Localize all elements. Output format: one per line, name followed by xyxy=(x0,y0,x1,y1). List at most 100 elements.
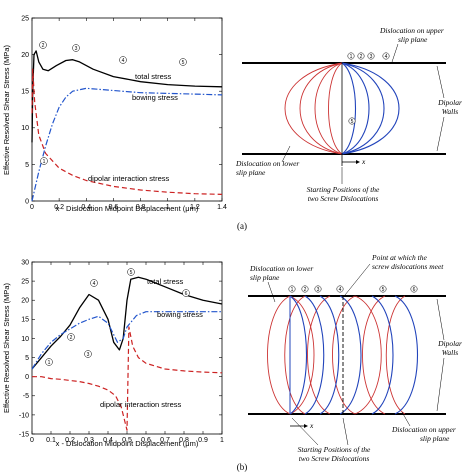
schematic-b-blue-dislocations xyxy=(289,295,418,415)
chart-a-marker-4: 4 xyxy=(122,58,125,64)
chart-a-markers: 2 3 4 5 1 xyxy=(39,41,187,165)
chart-a-ytick-label: 15 xyxy=(21,89,29,96)
schematic-a-upper-dislocations xyxy=(341,62,400,155)
schematic-b-upper-label-1: Dislocation on upper xyxy=(391,425,456,434)
caption-a: (a) xyxy=(237,221,247,231)
schematic-b-lower-label-1: Dislocation on lower xyxy=(249,264,313,273)
chart-b-series-dipolar-interaction-stress xyxy=(32,326,223,431)
schematic-a-upper-label-2: slip plane xyxy=(398,35,428,44)
schematic-a-lower-label-1: Dislocation on lower xyxy=(235,159,299,168)
chart-b-xlabel: x - Dislocation Midpoint Displacement (μ… xyxy=(56,439,199,448)
schematic-a-upper-label-1: Dislocation on upper xyxy=(379,26,444,35)
chart-b-ytick-label: 20 xyxy=(21,298,29,305)
svg-text:5: 5 xyxy=(351,119,354,125)
chart-b-xtick-label: 0.1 xyxy=(46,437,56,444)
chart-b-ytick-label: 5 xyxy=(25,355,29,362)
chart-b-xtick-label: 0.8 xyxy=(179,437,189,444)
svg-text:5: 5 xyxy=(382,287,385,293)
schematic-a-start-label-1: Starting Positions of the xyxy=(307,185,380,194)
schematic-b-x-label: x xyxy=(309,421,314,430)
chart-b-ytick-label: 10 xyxy=(21,336,29,343)
schematic-b: x 1 2 3 4 5 6 Dislocation on lower slip … xyxy=(248,253,462,463)
chart-a-xtick-label: 0.8 xyxy=(136,204,146,211)
svg-text:1: 1 xyxy=(48,360,51,366)
schematic-b-meet-label-2: screw dislocations meet xyxy=(372,262,444,271)
chart-b-ytick-label: 25 xyxy=(21,279,29,286)
chart-a-xtick-label: 1.4 xyxy=(217,204,227,211)
schematic-b-red-dislocations xyxy=(267,295,406,415)
chart-b-xtick-label: 0.9 xyxy=(198,437,208,444)
chart-b-ytick-label: -15 xyxy=(19,431,29,438)
chart-a-series-bowing-stress xyxy=(31,87,223,202)
chart-b-series-bowing-stress xyxy=(31,311,222,370)
svg-text:3: 3 xyxy=(87,352,90,358)
chart-a-label-dipolar: dipolar interaction stress xyxy=(88,174,170,183)
chart-a-label-bowing: bowing stress xyxy=(132,93,178,102)
chart-b-xtick-label: 0.2 xyxy=(65,437,75,444)
svg-text:5: 5 xyxy=(130,270,133,276)
chart-a-xlabel: x - Dislocation Midpoint Displacement (μ… xyxy=(56,204,199,213)
chart-a-marker-1: 1 xyxy=(43,159,46,165)
chart-a-xtick-label: 1 xyxy=(166,204,170,211)
schematic-a-walls-label-1: Dipolar xyxy=(437,98,462,107)
chart-a-xtick-label: 0.4 xyxy=(81,204,91,211)
schematic-a-walls-label-2: Walls xyxy=(442,107,458,116)
chart-a-marker-3: 3 xyxy=(75,46,78,52)
schematic-b-lower-label-2: slip plane xyxy=(250,273,280,282)
caption-b: (b) xyxy=(237,462,248,472)
chart-a-ylabel: Effective Resolved Shear Stress (MPa) xyxy=(2,45,11,175)
chart-b-markers: 1 2 3 4 5 6 xyxy=(45,268,190,366)
chart-b-label-dipolar: dipolar interaction stress xyxy=(100,400,182,409)
schematic-a-markers: 1 2 3 4 5 xyxy=(347,52,390,125)
chart-a-ytick-label: 0 xyxy=(25,198,29,205)
chart-a-marker-5: 5 xyxy=(182,60,185,66)
schematic-a-x-label: x xyxy=(361,157,366,166)
chart-b-xtick-label: 1 xyxy=(220,437,224,444)
chart-b-ytick-label: -5 xyxy=(23,393,29,400)
chart-a-xtick-label: 1.2 xyxy=(190,204,200,211)
chart-a-xtick-label: 0.6 xyxy=(109,204,119,211)
chart-a-ytick-label: 10 xyxy=(21,125,29,132)
chart-a-ytick-label: 20 xyxy=(21,52,29,59)
svg-text:1: 1 xyxy=(291,287,294,293)
chart-b-label-total: total stress xyxy=(147,277,184,286)
chart-b-xtick-label: 0 xyxy=(30,437,34,444)
svg-text:4: 4 xyxy=(93,281,96,287)
chart-a-series-total-stress xyxy=(31,50,223,143)
svg-text:4: 4 xyxy=(385,54,388,60)
schematic-a: x 1 2 3 4 5 Dislocation on upper slip pl… xyxy=(235,26,462,203)
schematic-b-start-label-2: two Screw Dislocations xyxy=(299,454,370,463)
chart-b: 0 0.1 0.2 0.3 0.4 0.5 0.6 0.7 0.8 0.9 1-15-10-5051… xyxy=(2,259,224,448)
svg-text:3: 3 xyxy=(370,54,373,60)
chart-b-ytick-label: 0 xyxy=(25,374,29,381)
svg-text:6: 6 xyxy=(185,291,188,297)
chart-b-xtick-label: 0.6 xyxy=(141,437,151,444)
schematic-b-meet-label-1: Point at which the xyxy=(371,253,427,262)
schematic-a-start-label-2: two Screw Dislocations xyxy=(308,194,379,203)
chart-a-xtick-label: 0 xyxy=(30,204,34,211)
svg-text:6: 6 xyxy=(413,287,416,293)
schematic-b-upper-label-2: slip plane xyxy=(420,434,450,443)
schematic-b-markers: 1 2 3 4 5 6 xyxy=(288,285,418,293)
schematic-b-walls-label-2: Walls xyxy=(442,348,458,357)
chart-a-ytick-label: 25 xyxy=(21,15,29,22)
svg-text:3: 3 xyxy=(317,287,320,293)
chart-a-xtick-label: 0.2 xyxy=(54,204,64,211)
chart-a-label-total: total stress xyxy=(135,72,172,81)
schematic-b-start-label-1: Starting Positions of the xyxy=(298,445,371,454)
svg-text:4: 4 xyxy=(339,287,342,293)
chart-a-ytick-label: 5 xyxy=(25,162,29,169)
svg-text:2: 2 xyxy=(70,335,73,341)
chart-b-xtick-label: 0.4 xyxy=(103,437,113,444)
chart-b-ylabel: Effective Resolved Shear Stress (MPa) xyxy=(2,283,11,413)
schematic-a-lower-label-2: slip plane xyxy=(236,168,266,177)
chart-b-ytick-label: 15 xyxy=(21,317,29,324)
schematic-a-lower-dislocations xyxy=(284,62,343,155)
svg-text:1: 1 xyxy=(350,54,353,60)
chart-b-xtick-label: 0.3 xyxy=(84,437,94,444)
chart-a-marker-2: 2 xyxy=(42,43,45,49)
chart-b-label-bowing: bowing stress xyxy=(157,310,203,319)
chart-b-xtick-label: 0.7 xyxy=(160,437,170,444)
